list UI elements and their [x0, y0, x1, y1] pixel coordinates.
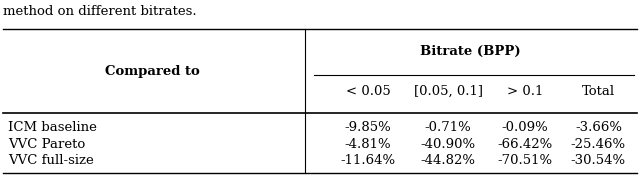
Text: VVC full-size: VVC full-size [8, 154, 93, 167]
Text: Total: Total [582, 85, 615, 98]
Text: [0.05, 0.1]: [0.05, 0.1] [413, 85, 483, 98]
Text: -66.42%: -66.42% [497, 138, 552, 150]
Text: -9.85%: -9.85% [344, 121, 392, 134]
Text: -70.51%: -70.51% [497, 154, 552, 167]
Text: Bitrate (BPP): Bitrate (BPP) [420, 45, 521, 58]
Text: method on different bitrates.: method on different bitrates. [3, 5, 197, 18]
Text: < 0.05: < 0.05 [346, 85, 390, 98]
Text: Compared to: Compared to [105, 65, 200, 78]
Text: -25.46%: -25.46% [571, 138, 626, 150]
Text: ICM baseline: ICM baseline [8, 121, 97, 134]
Text: -4.81%: -4.81% [345, 138, 391, 150]
Text: -3.66%: -3.66% [575, 121, 622, 134]
Text: VVC Pareto: VVC Pareto [8, 138, 85, 150]
Text: -40.90%: -40.90% [420, 138, 476, 150]
Text: -11.64%: -11.64% [340, 154, 396, 167]
Text: -0.09%: -0.09% [501, 121, 548, 134]
Text: > 0.1: > 0.1 [507, 85, 543, 98]
Text: -44.82%: -44.82% [420, 154, 476, 167]
Text: -0.71%: -0.71% [424, 121, 472, 134]
Text: -30.54%: -30.54% [571, 154, 626, 167]
